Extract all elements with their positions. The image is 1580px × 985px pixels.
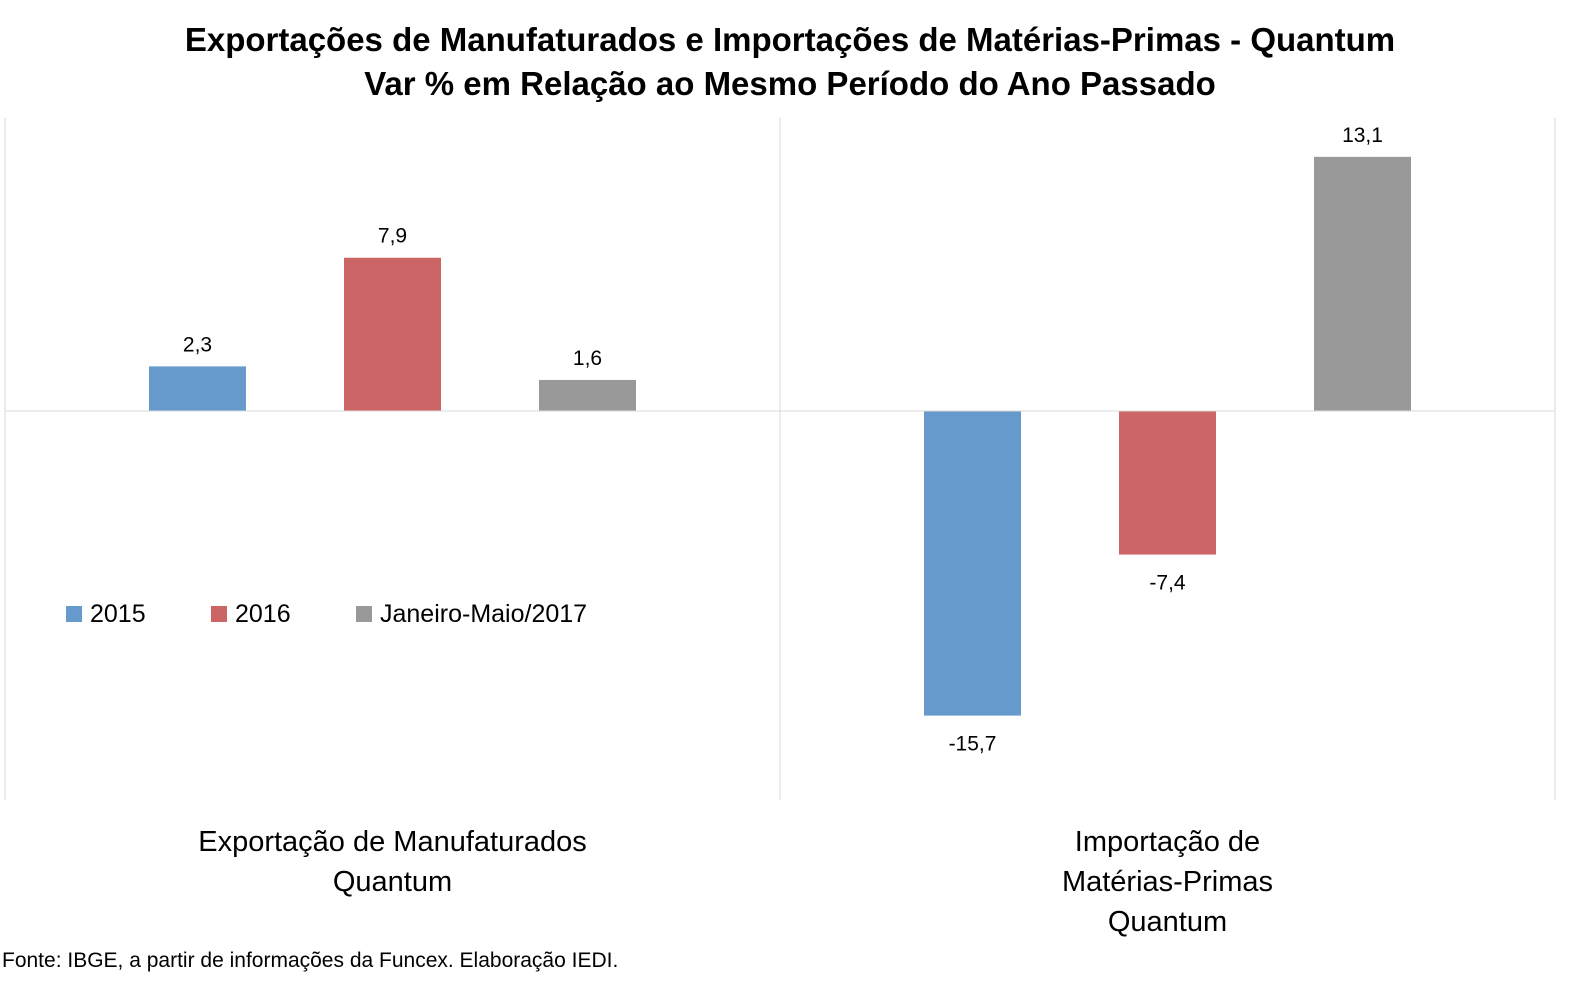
category-label-2: Importação de Matérias-Primas Quantum [888,822,1448,942]
legend-swatch-2016 [211,606,227,622]
bar-2016-cat2 [1119,411,1216,555]
bar-2015-cat2 [924,411,1021,716]
legend-swatch-2015 [66,606,82,622]
legend-label-2015: 2015 [90,600,146,628]
bar-2015-cat1 [149,366,246,411]
source-note: Fonte: IBGE, a partir de informações da … [2,949,619,972]
data-label: 7,9 [378,225,407,248]
data-label: 1,6 [573,347,602,370]
legend-item-2017: Janeiro-Maio/2017 [356,596,587,632]
bar-2016-cat1 [344,257,441,411]
data-label: -15,7 [949,733,997,756]
category-label-line: Exportação de Manufaturados [198,826,587,858]
legend-item-2016: 2016 [211,596,291,632]
category-label-line: Matérias-Primas [1061,866,1274,898]
category-label-line: Quantum [1107,906,1228,938]
data-label: 13,1 [1342,124,1383,147]
legend-label-2016: 2016 [235,600,291,628]
legend-swatch-2017 [356,606,372,622]
chart-title: Exportações de Manufaturados e Importaçõ… [184,21,1396,58]
bar-janeiro-maio-2017-cat1 [539,379,636,411]
category-label-line: Quantum [332,866,453,898]
legend-item-2015: 2015 [66,596,146,632]
data-label: 2,3 [183,333,212,356]
chart-subtitle: Var % em Relação ao Mesmo Período do Ano… [364,65,1216,102]
category-label-1: Exportação de Manufaturados Quantum [113,822,673,902]
legend-label-2017: Janeiro-Maio/2017 [380,600,588,628]
bar-janeiro-maio-2017-cat2 [1314,156,1411,411]
category-label-line: Importação de [1074,826,1261,858]
data-label: -7,4 [1149,572,1186,595]
